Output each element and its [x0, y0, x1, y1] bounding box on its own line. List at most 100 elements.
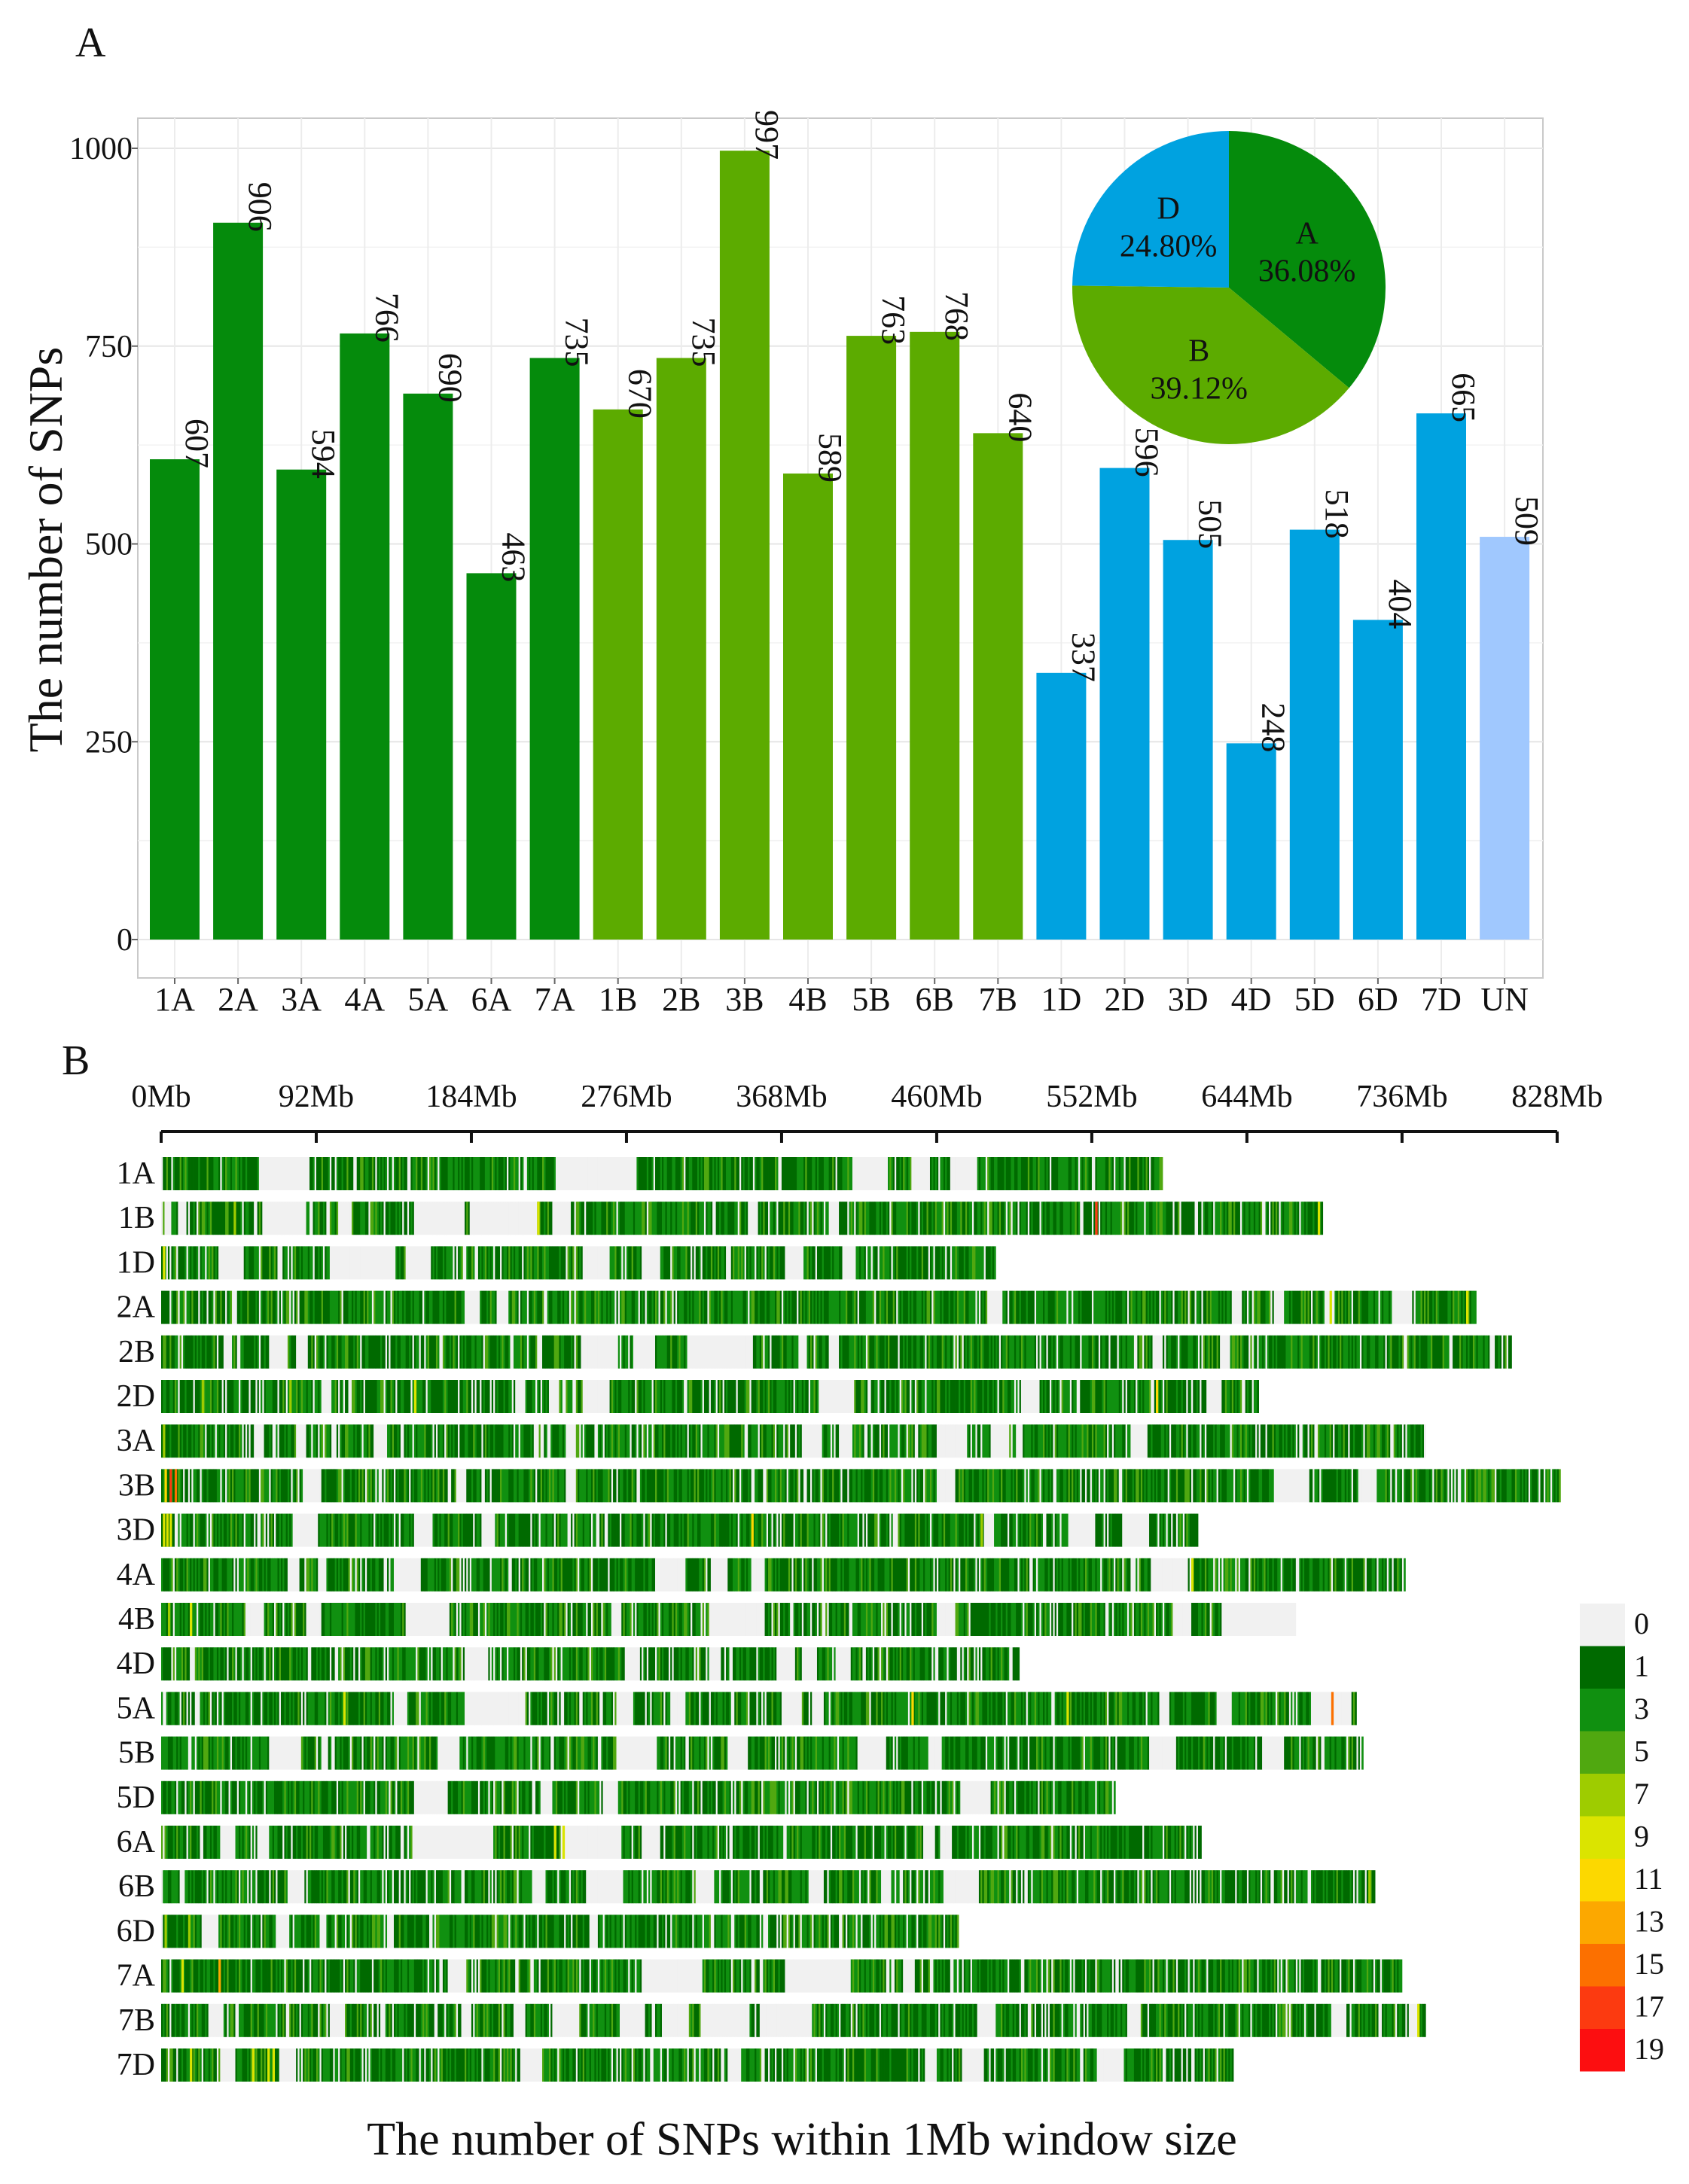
- density-window: [1020, 1335, 1023, 1369]
- density-window: [914, 1335, 917, 1369]
- density-window: [947, 1246, 950, 1280]
- density-window: [997, 1202, 1000, 1235]
- density-window: [730, 1290, 733, 1324]
- density-window: [1397, 1290, 1399, 1324]
- density-window: [451, 1202, 453, 1235]
- density-window: [1231, 1335, 1234, 1369]
- density-window: [441, 1246, 444, 1280]
- density-window: [1044, 1335, 1047, 1369]
- density-window: [371, 1335, 374, 1369]
- density-window: [968, 1380, 971, 1413]
- density-window: [427, 1380, 430, 1413]
- pie-slice-label: D: [1157, 192, 1179, 227]
- density-window: [1333, 1290, 1335, 1324]
- density-window: [702, 1246, 705, 1280]
- density-window: [1049, 1290, 1052, 1324]
- density-window: [879, 1157, 882, 1190]
- density-window: [321, 1380, 324, 1413]
- density-window: [292, 1157, 295, 1190]
- density-window: [968, 1290, 971, 1324]
- density-window: [1034, 1380, 1037, 1413]
- density-window: [756, 1290, 759, 1324]
- density-window: [203, 1424, 206, 1458]
- density-window: [186, 1424, 189, 1458]
- density-window: [1149, 1335, 1151, 1369]
- density-window: [522, 1157, 524, 1190]
- density-window: [643, 1380, 645, 1413]
- density-window: [361, 1380, 364, 1413]
- density-window: [439, 1157, 442, 1190]
- density-window: [515, 1290, 517, 1324]
- density-window: [1100, 1380, 1102, 1413]
- density-window: [786, 1202, 789, 1235]
- density-window: [203, 1157, 206, 1190]
- density-window: [200, 1202, 203, 1235]
- density-window: [1042, 1335, 1045, 1369]
- density-window: [761, 1157, 764, 1190]
- density-window: [1062, 1335, 1066, 1369]
- density-window: [1314, 1335, 1317, 1369]
- density-window: [1166, 1290, 1169, 1324]
- density-window: [296, 1157, 298, 1190]
- density-window: [378, 1246, 381, 1280]
- density-window: [480, 1424, 482, 1458]
- density-window: [1216, 1424, 1219, 1458]
- density-window: [367, 1202, 369, 1235]
- density-window: [691, 1424, 693, 1458]
- density-window: [579, 1202, 581, 1235]
- density-window: [387, 1335, 389, 1369]
- density-window: [562, 1290, 565, 1324]
- density-window: [1246, 1290, 1249, 1324]
- density-window: [194, 1290, 197, 1324]
- density-window: [240, 1380, 242, 1413]
- density-window: [1454, 1290, 1456, 1324]
- density-window: [178, 1380, 181, 1413]
- density-window: [559, 1335, 562, 1369]
- density-window: [533, 1290, 536, 1324]
- density-window: [316, 1380, 319, 1413]
- density-window: [483, 1157, 486, 1190]
- density-window: [983, 1157, 986, 1190]
- density-window: [575, 1202, 578, 1235]
- density-window: [193, 1469, 196, 1503]
- density-window: [1047, 1202, 1050, 1235]
- chromosome-track-2d: [161, 1380, 1259, 1413]
- density-window: [631, 1290, 634, 1324]
- density-window: [736, 1157, 739, 1190]
- density-window: [432, 1380, 435, 1413]
- density-window: [491, 1424, 494, 1458]
- density-window: [987, 1202, 989, 1235]
- density-window: [1220, 1290, 1222, 1324]
- density-window: [633, 1157, 636, 1190]
- density-window: [284, 1335, 287, 1369]
- density-window: [1091, 1157, 1094, 1190]
- density-window: [358, 1424, 361, 1458]
- density-window: [1132, 1380, 1135, 1413]
- density-window: [805, 1157, 807, 1190]
- density-window: [377, 1424, 380, 1458]
- density-window: [331, 1335, 334, 1369]
- density-window: [465, 1380, 467, 1413]
- density-window: [532, 1246, 535, 1280]
- density-window: [206, 1202, 209, 1235]
- density-window: [1368, 1290, 1370, 1324]
- density-window: [842, 1380, 845, 1413]
- density-window: [370, 1424, 373, 1458]
- density-window: [825, 1290, 828, 1324]
- density-window: [594, 1424, 597, 1458]
- density-window: [1439, 1335, 1441, 1369]
- density-window: [473, 1202, 475, 1235]
- density-window: [532, 1424, 535, 1458]
- density-window: [608, 1335, 610, 1369]
- density-window: [1462, 1335, 1465, 1369]
- density-window: [914, 1202, 917, 1235]
- density-window: [862, 1380, 865, 1413]
- density-window: [439, 1380, 442, 1413]
- density-window: [992, 1202, 995, 1235]
- density-window: [560, 1335, 563, 1369]
- density-window: [218, 1424, 221, 1458]
- density-window: [899, 1157, 902, 1190]
- density-window: [850, 1290, 853, 1324]
- density-window: [970, 1380, 973, 1413]
- density-window: [776, 1157, 779, 1190]
